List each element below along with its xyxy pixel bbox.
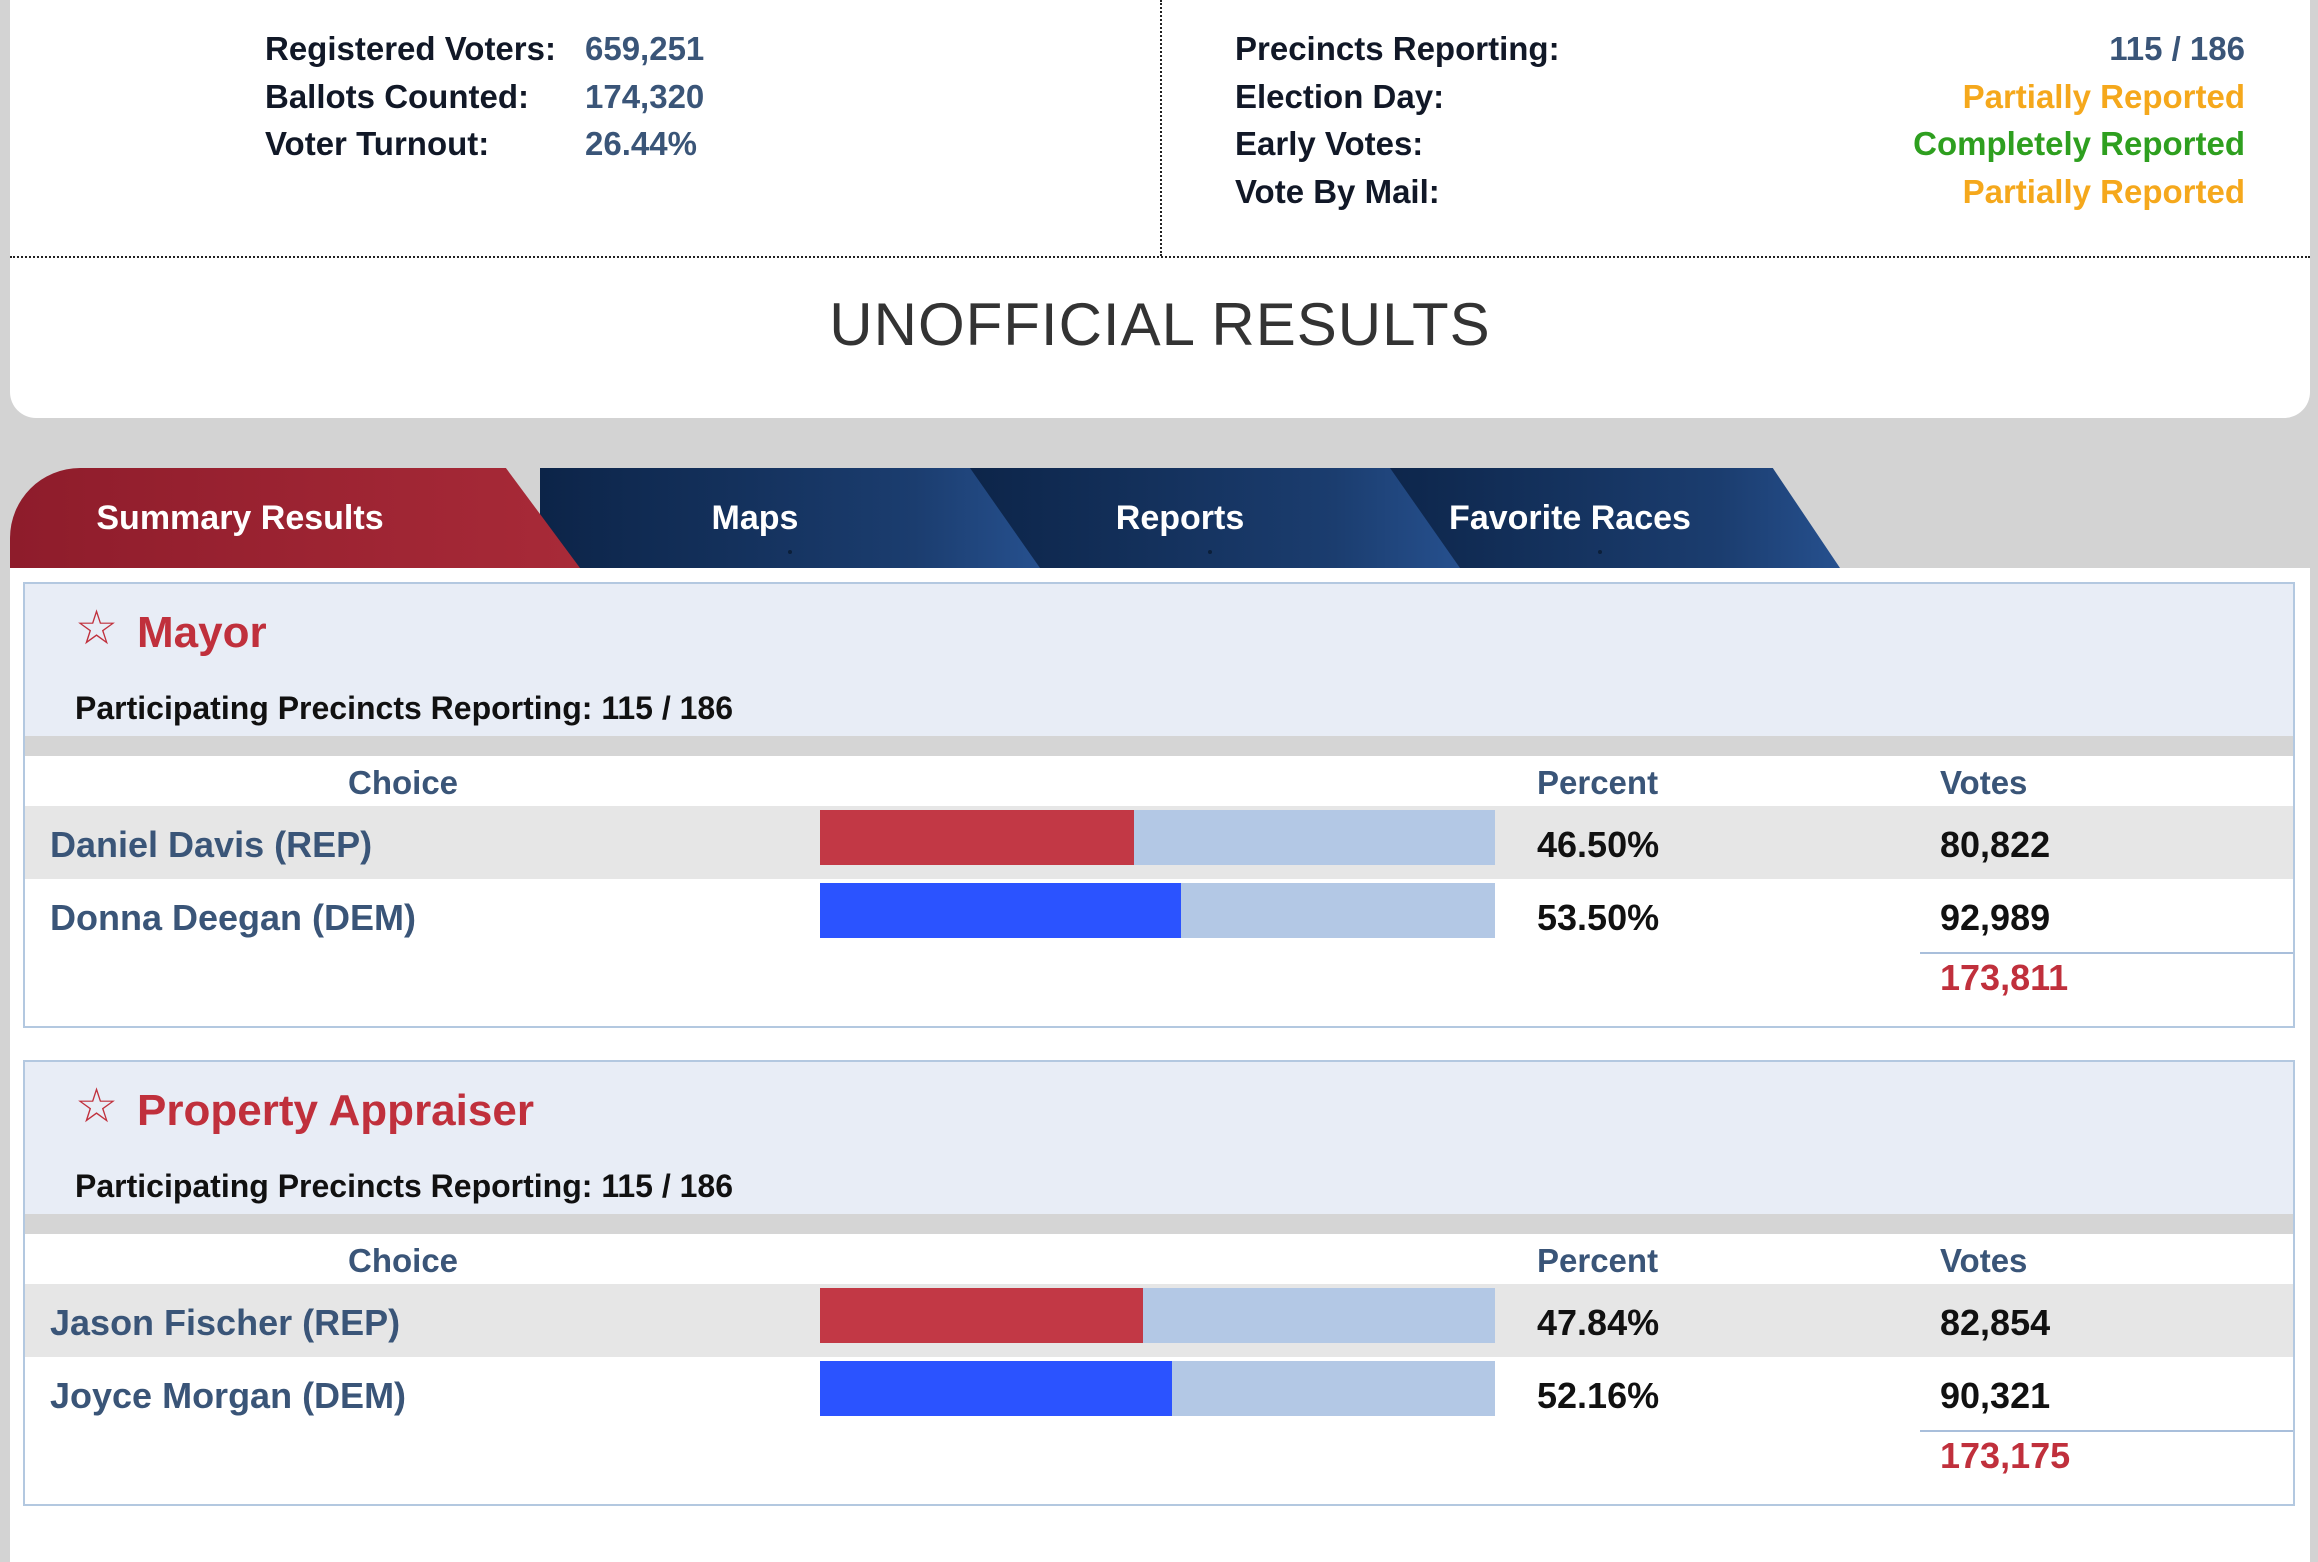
tab-dot bbox=[1208, 550, 1212, 554]
election-stats: Registered Voters: 659,251 Ballots Count… bbox=[10, 0, 2310, 258]
results-column-headers: Choice Percent Votes bbox=[25, 1234, 2293, 1284]
tab-reports[interactable]: Reports bbox=[960, 468, 1460, 568]
tab-bar: Favorite Races Reports Maps Summary Resu… bbox=[10, 468, 1840, 568]
candidate-percent: 52.16% bbox=[1537, 1375, 1660, 1416]
precincts-reporting: Participating Precincts Reporting: 115 /… bbox=[75, 1168, 733, 1204]
candidate-votes: 82,854 bbox=[1940, 1302, 2051, 1343]
results-column-headers: Choice Percent Votes bbox=[25, 756, 2293, 806]
race-card-property-appraiser: ☆ Property Appraiser Participating Preci… bbox=[23, 1060, 2295, 1506]
tab-label: Favorite Races bbox=[1449, 498, 1691, 537]
votes-header: Votes bbox=[1940, 764, 2028, 801]
divider-strip bbox=[25, 736, 2293, 756]
candidate-name: Jason Fischer (REP) bbox=[50, 1302, 401, 1343]
early-votes-row: Early Votes: Completely Reported bbox=[1235, 125, 2245, 173]
candidate-votes: 80,822 bbox=[1940, 824, 2051, 865]
page-title: UNOFFICIAL RESULTS bbox=[829, 291, 1491, 358]
candidate-row: Joyce Morgan (DEM) 52.16% 90,321 bbox=[25, 1357, 2293, 1430]
candidate-row: Donna Deegan (DEM) 53.50% 92,989 bbox=[25, 879, 2293, 952]
precincts-reporting-row: Precincts Reporting: 115 / 186 bbox=[1235, 30, 2245, 78]
summary-card: Registered Voters: 659,251 Ballots Count… bbox=[10, 0, 2310, 418]
tab-dot bbox=[1598, 550, 1602, 554]
percent-bar bbox=[820, 810, 1495, 865]
percent-bar-fill bbox=[820, 1288, 1143, 1343]
vote-by-mail-row: Vote By Mail: Partially Reported bbox=[1235, 173, 2245, 221]
stat-label: Precincts Reporting: bbox=[1235, 30, 1560, 67]
stats-right: Precincts Reporting: 115 / 186 Election … bbox=[1235, 30, 2245, 220]
race-title: Mayor bbox=[137, 608, 267, 657]
candidate-name: Joyce Morgan (DEM) bbox=[50, 1375, 407, 1416]
percent-bar-fill bbox=[820, 810, 1134, 865]
candidate-name: Daniel Davis (REP) bbox=[50, 824, 373, 865]
race-title: Property Appraiser bbox=[137, 1086, 534, 1135]
candidate-percent: 47.84% bbox=[1537, 1302, 1660, 1343]
results-content: ☆ Mayor Participating Precincts Reportin… bbox=[10, 568, 2310, 1562]
choice-header: Choice bbox=[348, 764, 459, 801]
candidate-votes: 90,321 bbox=[1940, 1375, 2051, 1416]
total-votes: 173,175 bbox=[1940, 1435, 2071, 1476]
tab-label: Reports bbox=[1115, 498, 1245, 537]
stat-value: 659,251 bbox=[585, 30, 705, 67]
percent-bar-fill bbox=[820, 1361, 1173, 1416]
stat-value: 115 / 186 bbox=[2109, 30, 2245, 67]
candidate-votes: 92,989 bbox=[1940, 897, 2051, 938]
percent-bar-fill bbox=[820, 883, 1182, 938]
percent-bar bbox=[820, 1288, 1495, 1343]
percent-header: Percent bbox=[1537, 1242, 1659, 1279]
percent-header: Percent bbox=[1537, 764, 1659, 801]
candidate-row: Jason Fischer (REP) 47.84% 82,854 bbox=[25, 1284, 2293, 1357]
stats-divider bbox=[1160, 0, 1162, 256]
percent-bar bbox=[820, 883, 1495, 938]
tab-summary-results[interactable]: Summary Results bbox=[10, 468, 580, 568]
race-header: ☆ Property Appraiser Participating Preci… bbox=[25, 1062, 2293, 1214]
tab-maps[interactable]: Maps bbox=[540, 468, 1040, 568]
stat-label: Early Votes: bbox=[1235, 125, 1424, 162]
candidate-name: Donna Deegan (DEM) bbox=[50, 897, 417, 938]
status-completely-reported: Completely Reported bbox=[1913, 125, 2245, 162]
total-votes: 173,811 bbox=[1940, 957, 2069, 998]
election-day-row: Election Day: Partially Reported bbox=[1235, 78, 2245, 126]
tab-label: Maps bbox=[711, 498, 799, 537]
precincts-reporting: Participating Precincts Reporting: 115 /… bbox=[75, 690, 733, 726]
status-partially-reported: Partially Reported bbox=[1962, 172, 2245, 210]
stat-label: Election Day: bbox=[1235, 77, 1445, 115]
divider-strip bbox=[25, 1214, 2293, 1234]
favorite-star-icon[interactable]: ☆ bbox=[75, 1080, 119, 1133]
stat-value: 174,320 bbox=[585, 77, 705, 115]
votes-header: Votes bbox=[1940, 1242, 2028, 1279]
tab-dot bbox=[788, 550, 792, 554]
total-row: 173,811 bbox=[25, 952, 2293, 1026]
stat-label: Vote By Mail: bbox=[1235, 172, 1440, 210]
total-divider bbox=[1920, 952, 2293, 954]
total-row: 173,175 bbox=[25, 1430, 2293, 1504]
stat-value: 26.44% bbox=[585, 125, 697, 162]
race-header: ☆ Mayor Participating Precincts Reportin… bbox=[25, 584, 2293, 736]
candidate-row: Daniel Davis (REP) 46.50% 80,822 bbox=[25, 806, 2293, 879]
candidate-percent: 53.50% bbox=[1537, 897, 1660, 938]
stat-label: Ballots Counted: bbox=[265, 77, 529, 115]
candidate-percent: 46.50% bbox=[1537, 824, 1660, 865]
race-card-mayor: ☆ Mayor Participating Precincts Reportin… bbox=[23, 582, 2295, 1028]
choice-header: Choice bbox=[348, 1242, 459, 1279]
tab-label: Summary Results bbox=[96, 498, 384, 537]
total-divider bbox=[1920, 1430, 2293, 1432]
stat-label: Voter Turnout: bbox=[265, 125, 490, 162]
stat-label: Registered Voters: bbox=[265, 30, 556, 67]
favorite-star-icon[interactable]: ☆ bbox=[75, 602, 119, 655]
status-partially-reported: Partially Reported bbox=[1962, 77, 2245, 115]
percent-bar bbox=[820, 1361, 1495, 1416]
